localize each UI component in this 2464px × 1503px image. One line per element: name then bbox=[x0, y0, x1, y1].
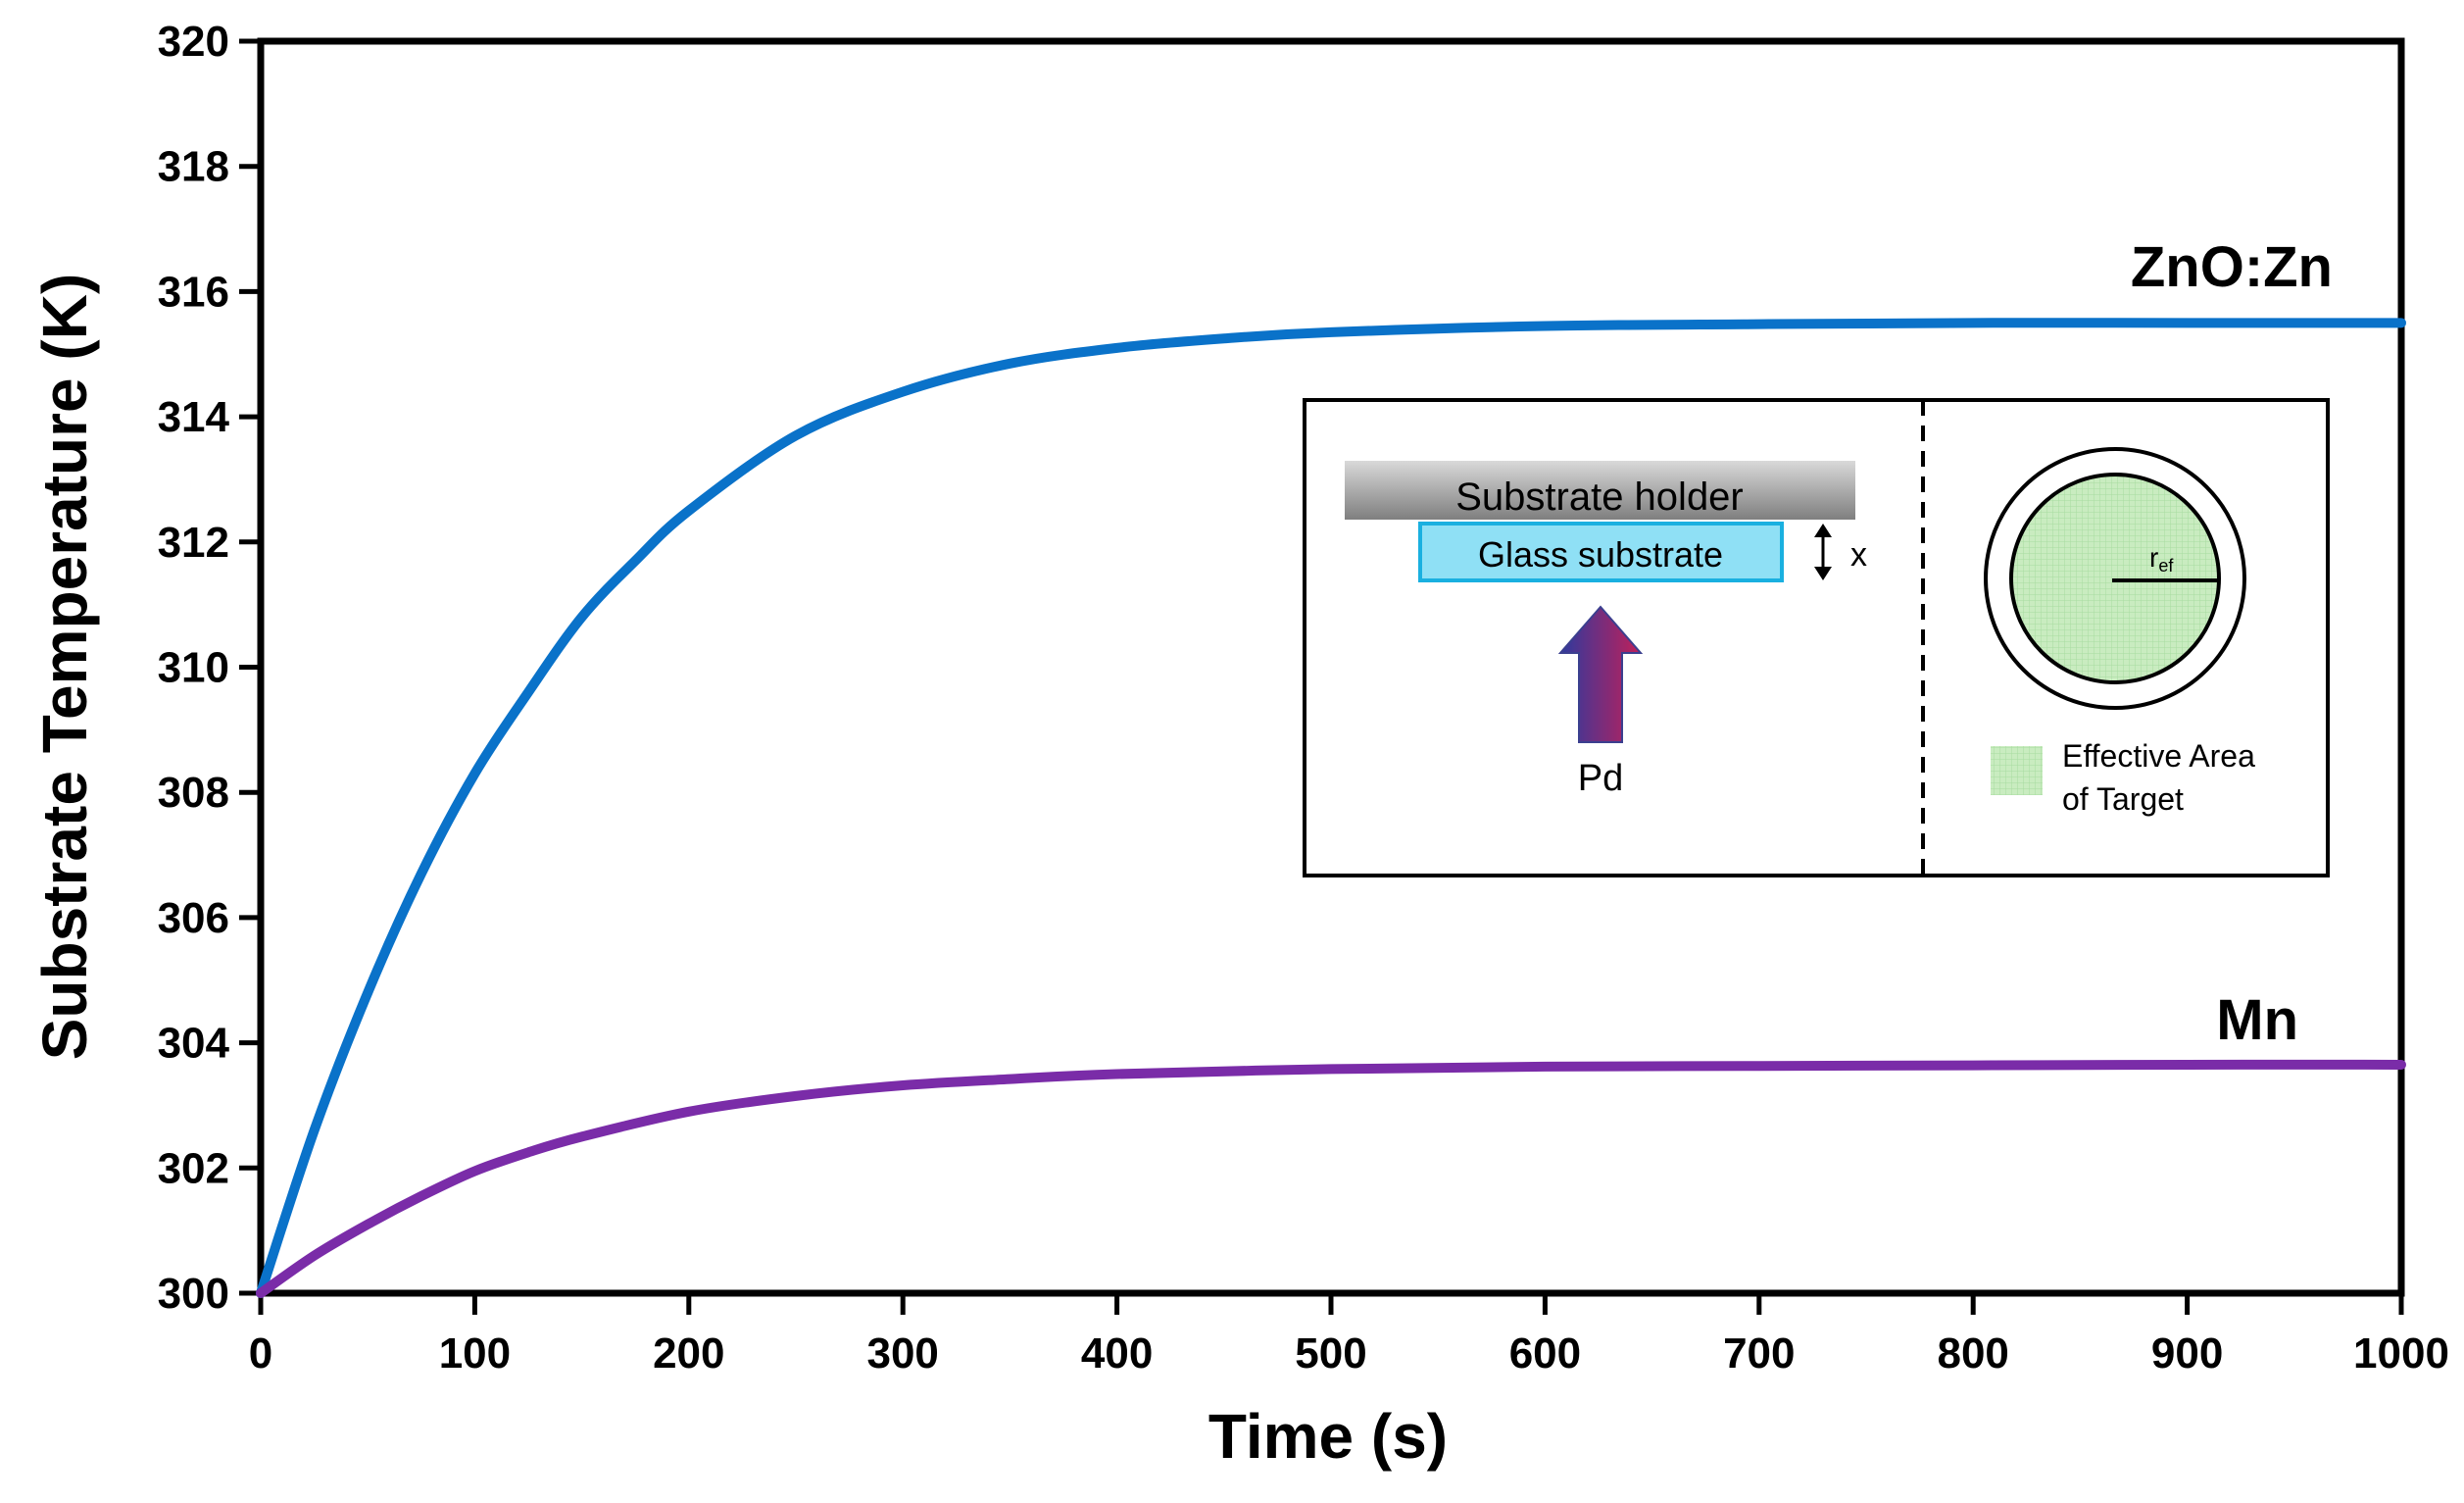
x-tick-label: 600 bbox=[1509, 1329, 1581, 1378]
x-axis-ticks: 0 100 200 300 400 500 600 700 800 900 1000 bbox=[249, 1293, 2449, 1378]
inset: Substrate holder Glass substrate x Pd re… bbox=[1303, 398, 2330, 877]
series-line-zno-zn bbox=[256, 318, 2406, 1298]
y-tick-label: 310 bbox=[158, 644, 229, 692]
radius-label: ref bbox=[2149, 542, 2174, 576]
y-axis-ticks: 300 302 304 306 308 310 312 314 316 318 320 bbox=[158, 18, 261, 1318]
y-tick-label: 302 bbox=[158, 1144, 229, 1192]
series-layer bbox=[256, 318, 2406, 1298]
x-axis-title: Time (s) bbox=[1208, 1401, 1448, 1472]
x-tick-label: 0 bbox=[249, 1329, 272, 1378]
legend-line-2: of Target bbox=[2062, 781, 2184, 817]
series-label-zno: ZnO:Zn bbox=[2131, 235, 2333, 299]
y-tick-label: 304 bbox=[158, 1020, 230, 1068]
glass-substrate bbox=[1418, 522, 1784, 582]
legend-swatch bbox=[1991, 746, 2043, 795]
x-tick-label: 700 bbox=[1723, 1329, 1795, 1378]
x-tick-label: 300 bbox=[866, 1329, 938, 1378]
y-tick-label: 312 bbox=[158, 519, 229, 567]
distance-label: x bbox=[1850, 536, 1867, 574]
x-tick-label: 200 bbox=[653, 1329, 724, 1378]
power-arrow-icon bbox=[1557, 605, 1644, 743]
radius-label-main: r bbox=[2149, 542, 2158, 573]
glass-substrate-label: Glass substrate bbox=[1478, 534, 1723, 575]
y-tick-label: 320 bbox=[158, 18, 229, 66]
y-tick-label: 308 bbox=[158, 769, 229, 817]
series-line-mn bbox=[256, 1059, 2406, 1298]
y-tick-label: 314 bbox=[158, 393, 230, 441]
y-tick-label: 318 bbox=[158, 143, 229, 191]
y-tick-label: 306 bbox=[158, 894, 229, 942]
series-label-mn: Mn bbox=[2216, 988, 2298, 1052]
y-axis-title: Substrate Temperature (K) bbox=[29, 274, 100, 1061]
substrate-holder-label: Substrate holder bbox=[1455, 476, 1744, 519]
x-tick-label: 400 bbox=[1081, 1329, 1153, 1378]
legend-line-1: Effective Area bbox=[2062, 738, 2255, 774]
radius-label-sub: ef bbox=[2158, 556, 2174, 576]
y-tick-label: 300 bbox=[158, 1270, 229, 1318]
substrate-holder bbox=[1345, 461, 1855, 520]
y-tick-label: 316 bbox=[158, 268, 229, 316]
x-tick-label: 500 bbox=[1295, 1329, 1366, 1378]
distance-arrow-icon bbox=[1814, 524, 1832, 580]
x-tick-label: 900 bbox=[2151, 1329, 2223, 1378]
x-tick-label: 800 bbox=[1937, 1329, 2008, 1378]
x-tick-label: 100 bbox=[439, 1329, 511, 1378]
x-tick-label: 1000 bbox=[2353, 1329, 2449, 1378]
power-label: Pd bbox=[1578, 758, 1623, 799]
